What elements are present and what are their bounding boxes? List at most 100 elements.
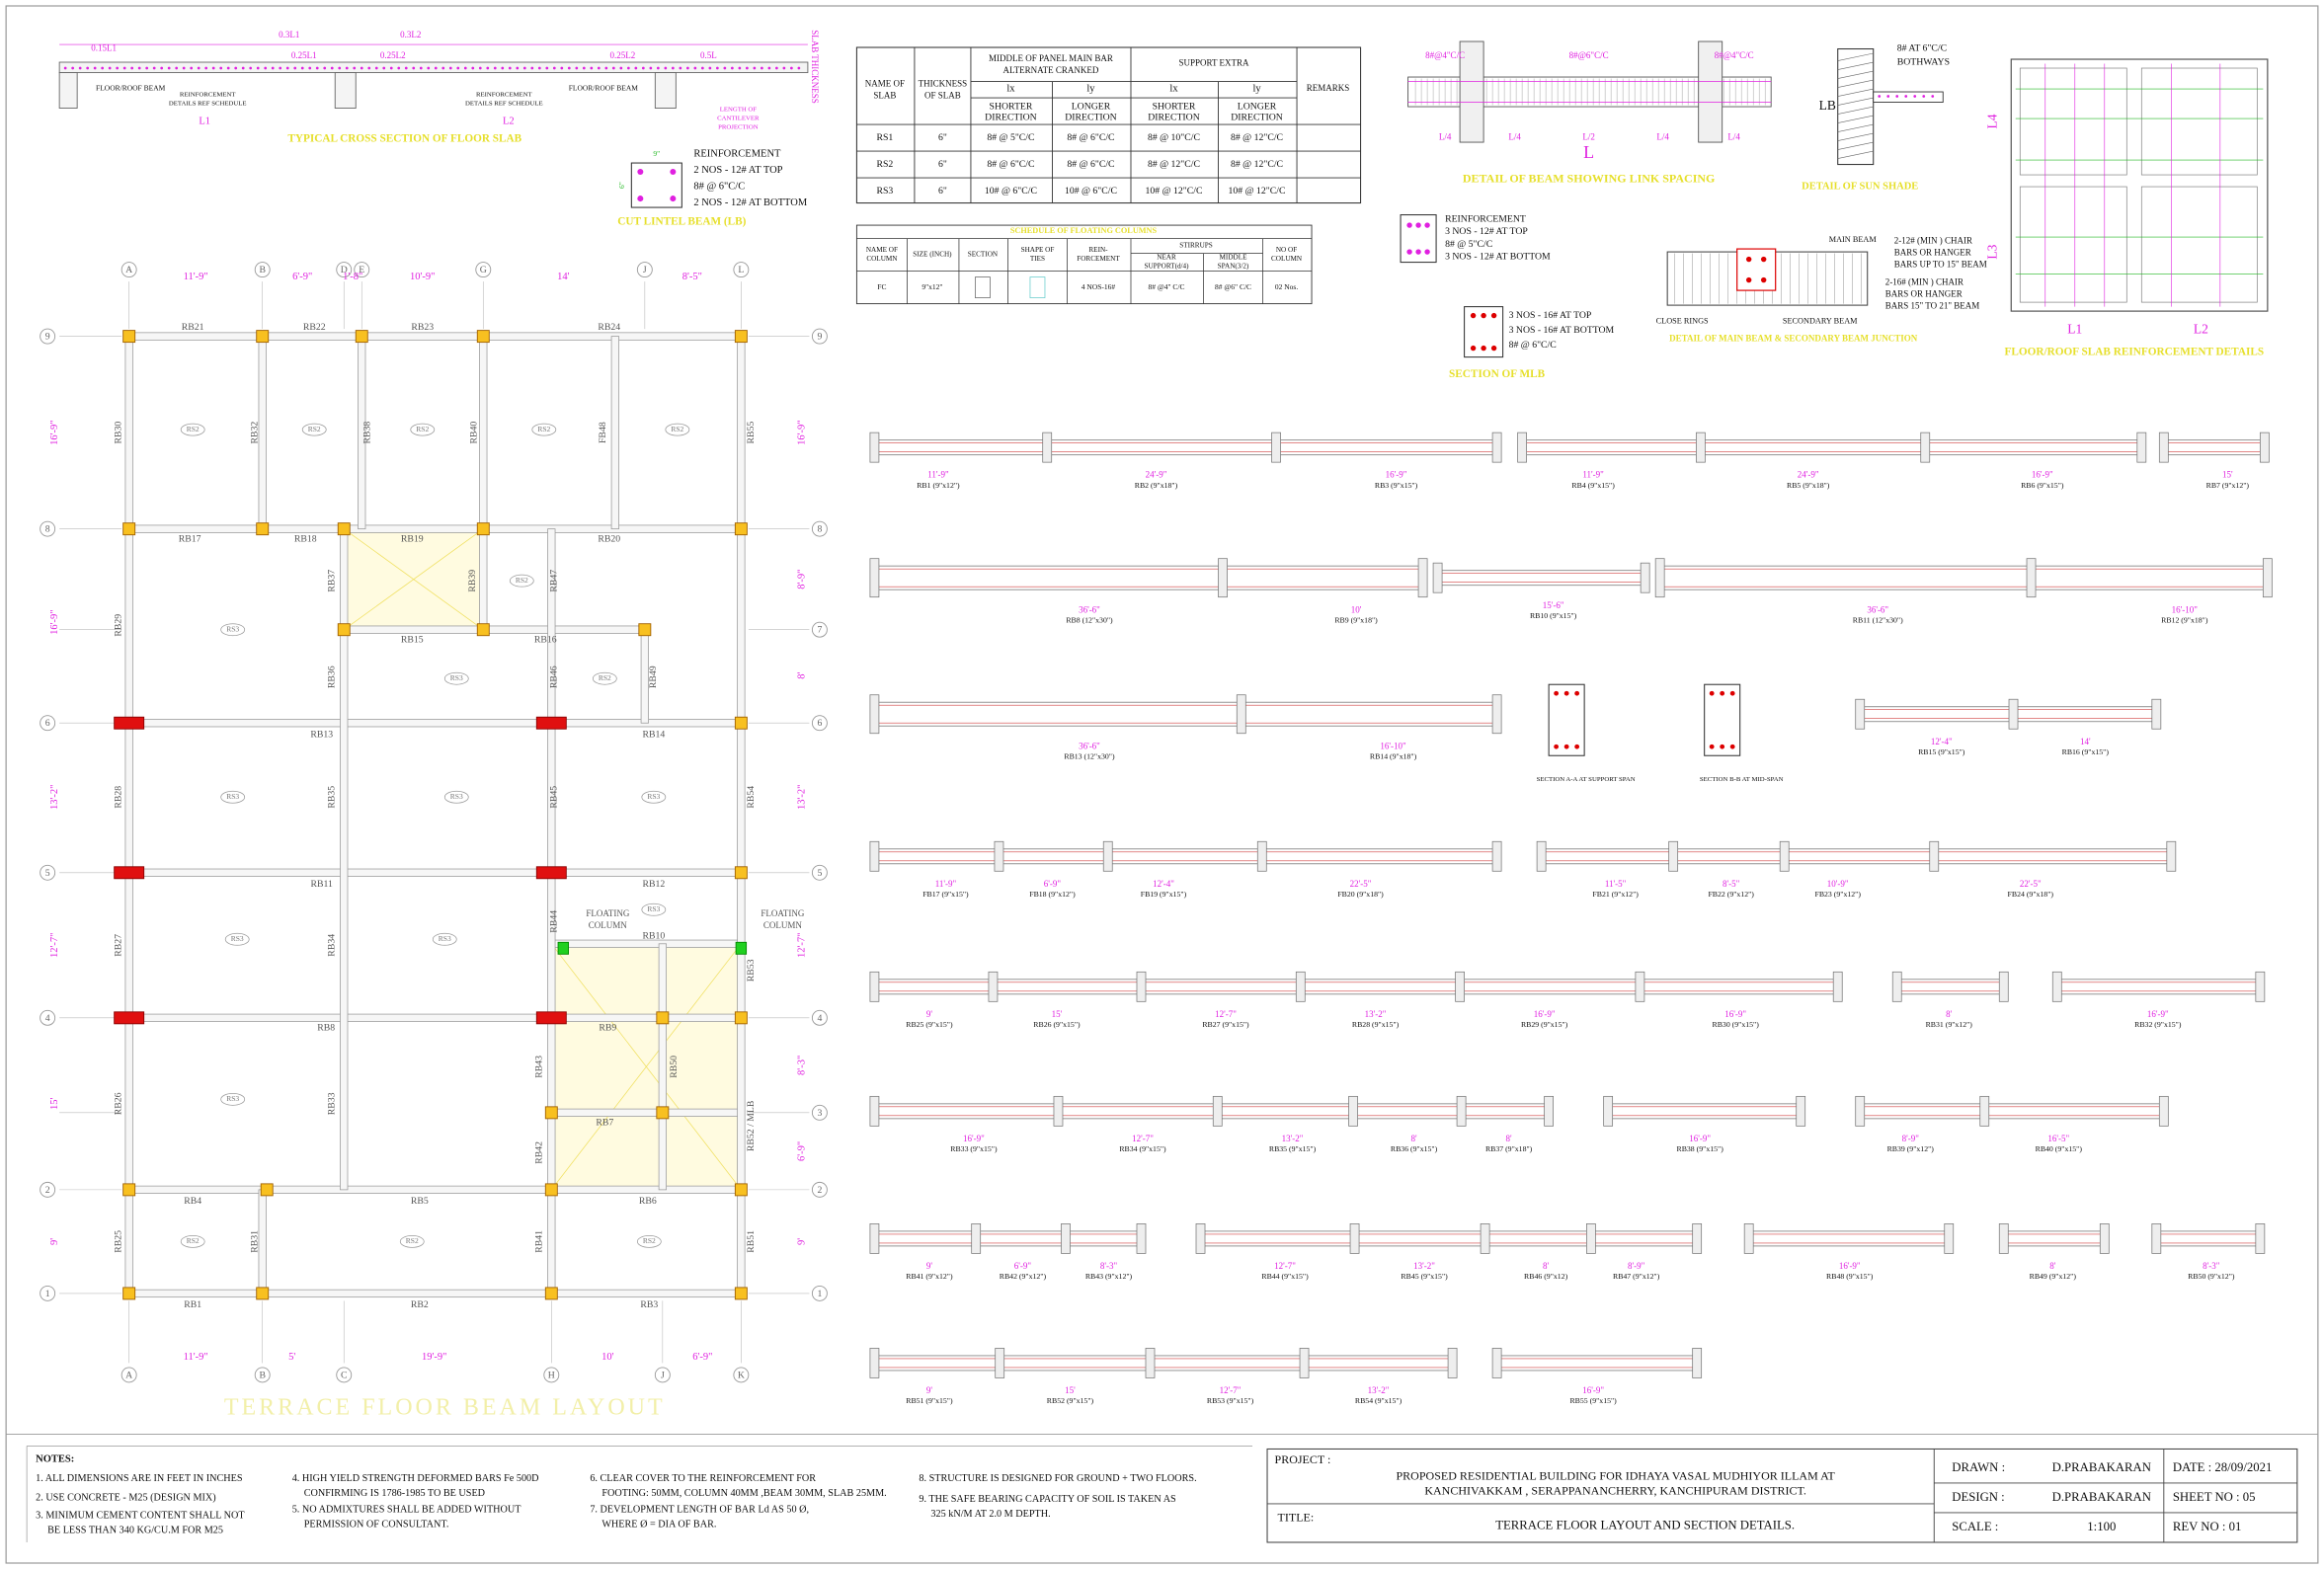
- label: 9. THE SAFE BEARING CAPACITY OF SOIL IS …: [919, 1494, 1176, 1505]
- plan-beam: [479, 336, 488, 631]
- label: BE LESS THAN 340 KG/CU.M FOR M25: [47, 1525, 223, 1535]
- beam-support: [869, 1095, 880, 1127]
- label: 8# @ 12"C/C: [1231, 159, 1283, 170]
- beam-support: [1491, 1348, 1502, 1378]
- beam-support: [2259, 431, 2270, 463]
- rebar-dot: [219, 66, 223, 70]
- label: RB33: [326, 1092, 337, 1115]
- grid-bubble: [40, 1181, 56, 1198]
- hatch: [1837, 141, 1874, 150]
- rebar-dot: [63, 66, 67, 70]
- rebar-dot: [353, 66, 357, 70]
- rebar-dot: [530, 66, 534, 70]
- label: 8# @ 6"C/C: [1509, 340, 1557, 351]
- label: RB41 (9"x12"): [906, 1272, 953, 1281]
- hatch: [1837, 150, 1874, 159]
- rebar-dot: [582, 66, 586, 70]
- label: RB36 (9"x15"): [1391, 1144, 1438, 1153]
- beam-support: [2008, 698, 2019, 730]
- beam-support: [1432, 562, 1443, 593]
- grid-bubble: [811, 1009, 828, 1026]
- rebar-dot: [1709, 690, 1715, 696]
- label: RS2: [671, 425, 683, 433]
- label: NAME OF: [866, 246, 898, 254]
- label: 6": [938, 132, 947, 143]
- label: RS2: [643, 1236, 656, 1245]
- label: SECTION A-A AT SUPPORT SPAN: [1537, 776, 1636, 783]
- label: RS3: [877, 186, 894, 196]
- label: RB14 (9"x18"): [1370, 752, 1417, 761]
- label: A: [125, 265, 132, 275]
- label: RB23: [411, 322, 434, 333]
- label: 10# @ 6"C/C: [985, 186, 1037, 196]
- rebar-dot: [545, 66, 549, 70]
- label: ly: [1086, 83, 1095, 94]
- beam-support: [2255, 1223, 2266, 1254]
- column-marker-main: [535, 1011, 567, 1025]
- label: FB23 (9"x12"): [1814, 890, 1861, 899]
- label: RB3 (9"x15"): [1375, 481, 1418, 490]
- beam-elevation: [1200, 1230, 1698, 1247]
- label: SHAPE OF: [1021, 246, 1055, 254]
- slab-tag: [531, 423, 557, 436]
- label: RB51 (9"x15"): [906, 1396, 953, 1405]
- label: FB21 (9"x12"): [1592, 890, 1639, 899]
- column-marker: [256, 1287, 270, 1300]
- label: RB49: [648, 666, 659, 688]
- rebar-dot: [1424, 222, 1430, 228]
- label: 2 NOS - 12# AT BOTTOM: [693, 197, 807, 208]
- slab-tag: [220, 623, 246, 637]
- rebar-dot: [738, 66, 742, 70]
- hatch: [1837, 97, 1874, 106]
- label: C: [341, 1370, 348, 1380]
- plan-beam: [128, 868, 742, 877]
- label: 6": [617, 182, 626, 189]
- rebar-dot: [137, 66, 141, 70]
- rebar-dot: [1574, 690, 1580, 696]
- grid-bubble: [40, 864, 56, 881]
- column-marker-main: [535, 716, 567, 730]
- column-section: [975, 276, 991, 298]
- rebar-dot: [641, 66, 645, 70]
- label: CONFIRMING IS 1786-1985 TO BE USED: [304, 1488, 485, 1499]
- label: 2-12# (MIN ) CHAIR: [1894, 236, 1972, 246]
- rebar-dot: [567, 66, 571, 70]
- label: 13'-2": [1413, 1261, 1435, 1271]
- label: 36'-6": [1867, 604, 1888, 614]
- rebar-dot: [1481, 312, 1486, 319]
- label: 13'-2": [1282, 1134, 1304, 1143]
- label: 0.3L2: [400, 30, 421, 39]
- label: L1: [2067, 322, 2082, 337]
- column: [1698, 40, 1723, 143]
- label: L: [738, 265, 744, 275]
- label: 12'-7": [49, 933, 60, 958]
- label: 11'-9": [184, 1352, 208, 1363]
- label: 5': [288, 1352, 295, 1363]
- beam-support: [1491, 431, 1502, 463]
- beam-support: [1998, 1223, 2009, 1254]
- beam-support: [2151, 1223, 2162, 1254]
- label: 3: [817, 1108, 822, 1119]
- label: NEAR: [1157, 254, 1176, 262]
- label: 5: [817, 868, 822, 879]
- grid-bubble: [811, 1104, 828, 1121]
- plan-beam: [128, 1013, 742, 1022]
- label: RB4: [184, 1196, 201, 1207]
- label: RB50 (9"x12"): [2188, 1272, 2235, 1281]
- rebar-dot: [1415, 249, 1421, 255]
- beam-elevation: [873, 439, 1498, 456]
- label: FB19 (9"x15"): [1141, 890, 1187, 899]
- label: SPAN(3/2): [1218, 263, 1249, 271]
- beam-support: [2166, 840, 2177, 872]
- label: RB31 (9"x12"): [1926, 1020, 1973, 1029]
- plan-beam: [128, 1289, 742, 1298]
- label: 12'-7": [1274, 1261, 1296, 1271]
- rebar-dot: [71, 66, 75, 70]
- grid-bubble: [811, 1285, 828, 1301]
- rebar-dot: [360, 66, 363, 70]
- rebar-dot: [116, 66, 120, 70]
- rebar-dot: [145, 66, 149, 70]
- beam-support: [1417, 558, 1428, 598]
- rebar-dot: [1554, 690, 1560, 696]
- beam-elevation: [2155, 1230, 2261, 1247]
